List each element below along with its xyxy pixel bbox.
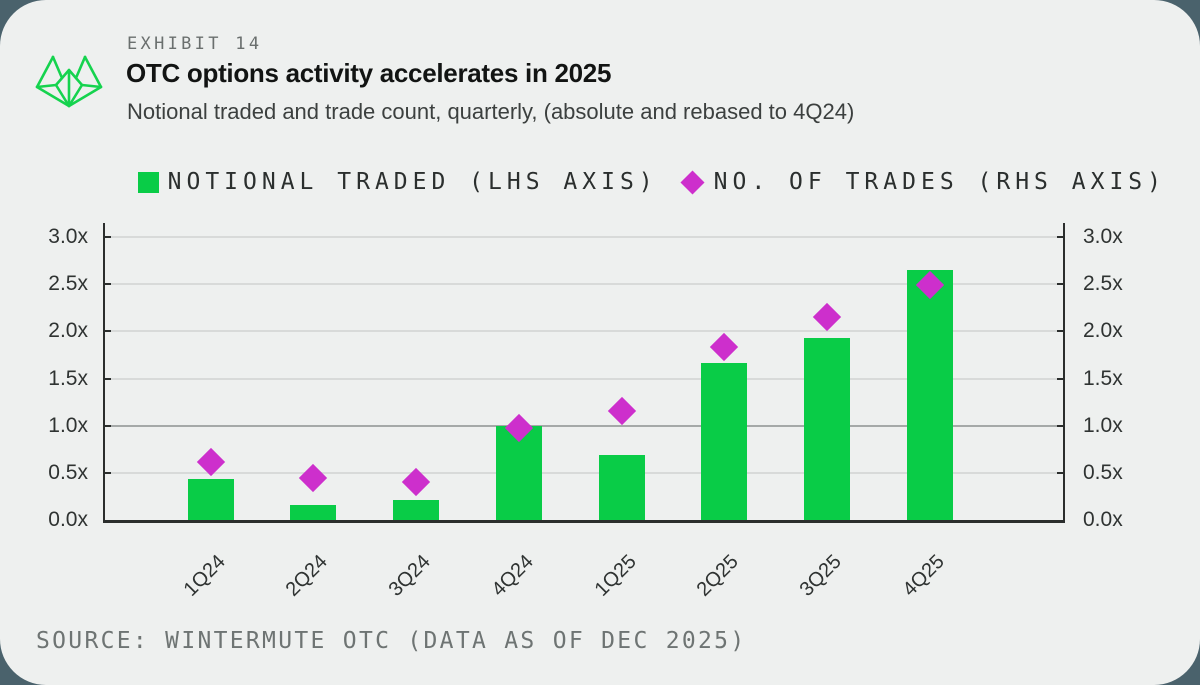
page-subtitle: Notional traded and trade count, quarter… xyxy=(127,99,855,124)
legend-square-marker-icon xyxy=(137,171,159,193)
diamond-2q25 xyxy=(710,333,739,362)
legend-label-trades: NO. OF TRADES (RHS AXIS) xyxy=(713,169,1166,195)
x-tick-4q24: 4Q24 xyxy=(487,550,538,601)
tick-right-2.0x xyxy=(1057,330,1063,333)
legend-item-notional: NOTIONAL TRADED (LHS AXIS) xyxy=(137,169,658,195)
gridline-3.0x xyxy=(105,236,1063,238)
x-tick-4q25: 4Q25 xyxy=(898,550,949,601)
y-axis-left: 3.0x 2.5x 2.0x 1.5x 1.0x 0.5x 0.0x xyxy=(26,223,88,531)
diamond-3q25 xyxy=(812,303,842,332)
tick-left-3.0x xyxy=(105,236,111,238)
y-tick-right-3.0x: 3.0x xyxy=(1083,225,1123,248)
y-tick-left-0.5x: 0.5x xyxy=(48,460,88,484)
diamond-2q24 xyxy=(299,463,328,492)
bar-1q25 xyxy=(598,454,645,520)
y-tick-left-2.5x: 2.5x xyxy=(48,272,88,296)
gridline-2.0x xyxy=(105,330,1063,333)
tick-left-0.5x xyxy=(105,471,111,474)
tick-right-0.5x xyxy=(1057,471,1063,474)
bar-1q24 xyxy=(187,478,234,520)
x-tick-1q24: 1Q24 xyxy=(179,550,230,601)
tick-right-1.0x xyxy=(1057,424,1063,427)
y-tick-left-3.0x: 3.0x xyxy=(48,225,88,248)
y-tick-right-2.5x: 2.5x xyxy=(1083,272,1123,296)
x-tick-3q25: 3Q25 xyxy=(795,550,846,601)
gridline-1.0x xyxy=(105,424,1063,427)
gridline-1.5x xyxy=(105,377,1063,380)
tick-right-1.5x xyxy=(1057,377,1063,380)
legend-item-trades: NO. OF TRADES (RHS AXIS) xyxy=(680,169,1166,195)
y-tick-left-1.5x: 1.5x xyxy=(48,366,88,390)
bar-4q25 xyxy=(906,270,953,520)
tick-left-1.0x xyxy=(105,424,111,427)
tick-right-2.5x xyxy=(1057,283,1063,286)
gridline-2.5x xyxy=(105,283,1063,286)
x-tick-2q25: 2Q25 xyxy=(692,550,743,601)
y-tick-right-0.0x: 0.0x xyxy=(1083,508,1123,531)
y-tick-right-1.5x: 1.5x xyxy=(1083,366,1123,390)
bar-3q24 xyxy=(393,500,440,520)
x-tick-2q24: 2Q24 xyxy=(281,550,333,601)
x-tick-3q24: 3Q24 xyxy=(384,550,435,601)
tick-left-2.0x xyxy=(105,330,111,333)
axis-spine-bottom xyxy=(103,520,1065,523)
tick-left-2.5x xyxy=(105,283,111,286)
gridline-0.5x xyxy=(105,471,1063,474)
axis-spine-right xyxy=(1063,223,1065,523)
y-tick-right-0.5x: 0.5x xyxy=(1083,460,1123,484)
axis-spine-left xyxy=(103,223,105,523)
y-tick-right-1.0x: 1.0x xyxy=(1083,413,1123,437)
source-line: SOURCE: WINTERMUTE OTC (DATA AS OF DEC 2… xyxy=(36,628,747,654)
tick-right-3.0x xyxy=(1057,236,1063,238)
exhibit-label: EXHIBIT 14 xyxy=(127,34,263,54)
bar-2q25 xyxy=(701,363,748,520)
y-axis-right: 3.0x 2.5x 2.0x 1.5x 1.0x 0.5x 0.0x xyxy=(1083,223,1145,531)
y-tick-left-1.0x: 1.0x xyxy=(48,413,88,437)
y-tick-right-2.0x: 2.0x xyxy=(1083,319,1123,343)
tick-left-1.5x xyxy=(105,377,111,380)
bar-2q24 xyxy=(290,504,337,520)
chart-legend: NOTIONAL TRADED (LHS AXIS) NO. OF TRADES… xyxy=(137,169,1166,195)
bar-3q25 xyxy=(803,337,850,520)
diamond-1q25 xyxy=(607,396,636,425)
y-tick-left-2.0x: 2.0x xyxy=(48,319,88,343)
y-tick-left-0.0x: 0.0x xyxy=(48,508,88,531)
plot-area xyxy=(103,223,1065,523)
page-title: OTC options activity accelerates in 2025 xyxy=(126,58,612,88)
x-axis: 1Q24 2Q24 3Q24 4Q24 1Q25 2Q25 3Q25 4Q25 xyxy=(105,520,1063,610)
legend-label-notional: NOTIONAL TRADED (LHS AXIS) xyxy=(167,169,658,195)
x-tick-1q25: 1Q25 xyxy=(590,550,641,601)
wintermute-logo-icon xyxy=(35,55,103,108)
